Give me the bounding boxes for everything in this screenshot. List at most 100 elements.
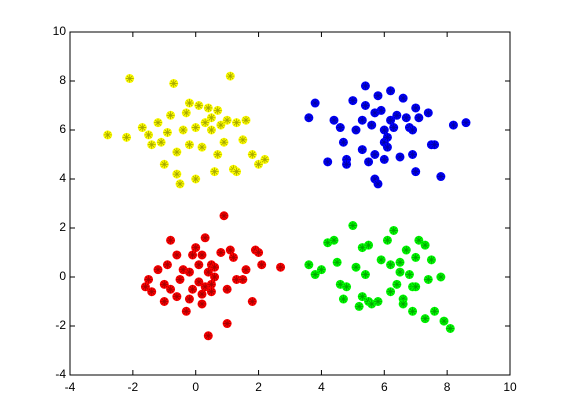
scatter-point [169,78,179,88]
scatter-point [436,172,446,182]
scatter-point [144,274,154,284]
scatter-point [395,152,405,162]
point-fill [206,125,216,135]
scatter-point [379,154,389,164]
scatter-point [147,287,157,297]
point-star [370,108,379,117]
point-fill [404,270,414,280]
point-fill [373,297,383,306]
point-fill [373,179,383,189]
scatter-point [228,252,238,262]
scatter-point [194,260,204,270]
scatter-point [172,169,182,179]
point-star [204,268,213,277]
point-star [392,111,401,120]
point-star [424,108,433,117]
scatter-point [276,262,286,272]
point-star [361,270,370,279]
point-fill [304,260,314,270]
point-fill [445,323,455,333]
scatter-point [304,260,314,270]
point-fill [401,113,411,123]
point-star [462,118,470,127]
scatter-point [166,284,176,294]
point-star [179,265,188,274]
point-star [198,250,206,259]
scatter-point [200,118,210,128]
point-star [414,236,423,245]
scatter-point [178,125,188,135]
point-fill [389,123,399,133]
point-star [198,143,206,152]
scatter-point [260,154,270,164]
scatter-point [342,159,352,169]
point-star [358,292,367,301]
point-star [172,148,181,157]
point-star [377,106,386,115]
point-fill [376,255,386,265]
point-star [374,179,382,188]
point-star [138,123,147,132]
point-fill [172,250,182,260]
point-star [339,295,348,304]
point-star [323,238,332,247]
point-fill [175,274,185,284]
point-fill [420,314,430,324]
scatter-point [310,270,320,280]
point-star [348,221,357,230]
point-fill [461,118,471,128]
point-fill [338,294,348,304]
scatter-point [206,113,216,123]
scatter-point [354,301,364,311]
point-fill [257,260,267,270]
point-fill [147,287,157,297]
point-fill [408,125,418,135]
point-fill [426,255,436,265]
point-star [194,277,203,286]
scatter-point [238,135,248,145]
point-star [238,135,247,144]
point-star [317,265,326,274]
scatter-point [197,250,207,260]
point-star [440,317,448,326]
point-fill [323,157,333,167]
point-star [355,302,364,311]
scatter-point [392,110,402,120]
scatter-point [159,159,169,169]
scatter-point [213,150,223,159]
point-star [157,138,166,147]
scatter-point [310,98,320,108]
point-fill [411,103,421,113]
scatter-point [181,306,191,316]
scatter-point [188,250,198,260]
point-star [311,270,320,279]
point-star [380,138,389,147]
point-fill [342,159,352,169]
scatter-point [206,125,216,135]
point-star [154,265,162,274]
y-tick-label: 6 [59,122,66,136]
point-star [141,282,150,291]
scatter-point [191,123,201,133]
point-star [188,250,197,259]
scatter-point [137,123,147,133]
scatter-point [408,306,418,316]
point-fill [103,130,113,140]
x-tick-label: 6 [381,380,388,394]
scatter-point [184,267,194,277]
point-star [364,241,373,250]
point-star [370,150,379,159]
x-tick-label: -2 [128,380,139,394]
scatter-point [370,150,380,159]
scatter-point [172,250,182,260]
point-star [166,285,175,294]
point-star [380,126,389,134]
scatter-point [184,140,194,150]
scatter-point [166,110,176,120]
point-fill [436,172,446,182]
point-fill [210,272,220,282]
point-fill [228,252,238,262]
point-fill [348,96,358,106]
scatter-point [408,150,418,159]
point-fill [172,147,182,157]
